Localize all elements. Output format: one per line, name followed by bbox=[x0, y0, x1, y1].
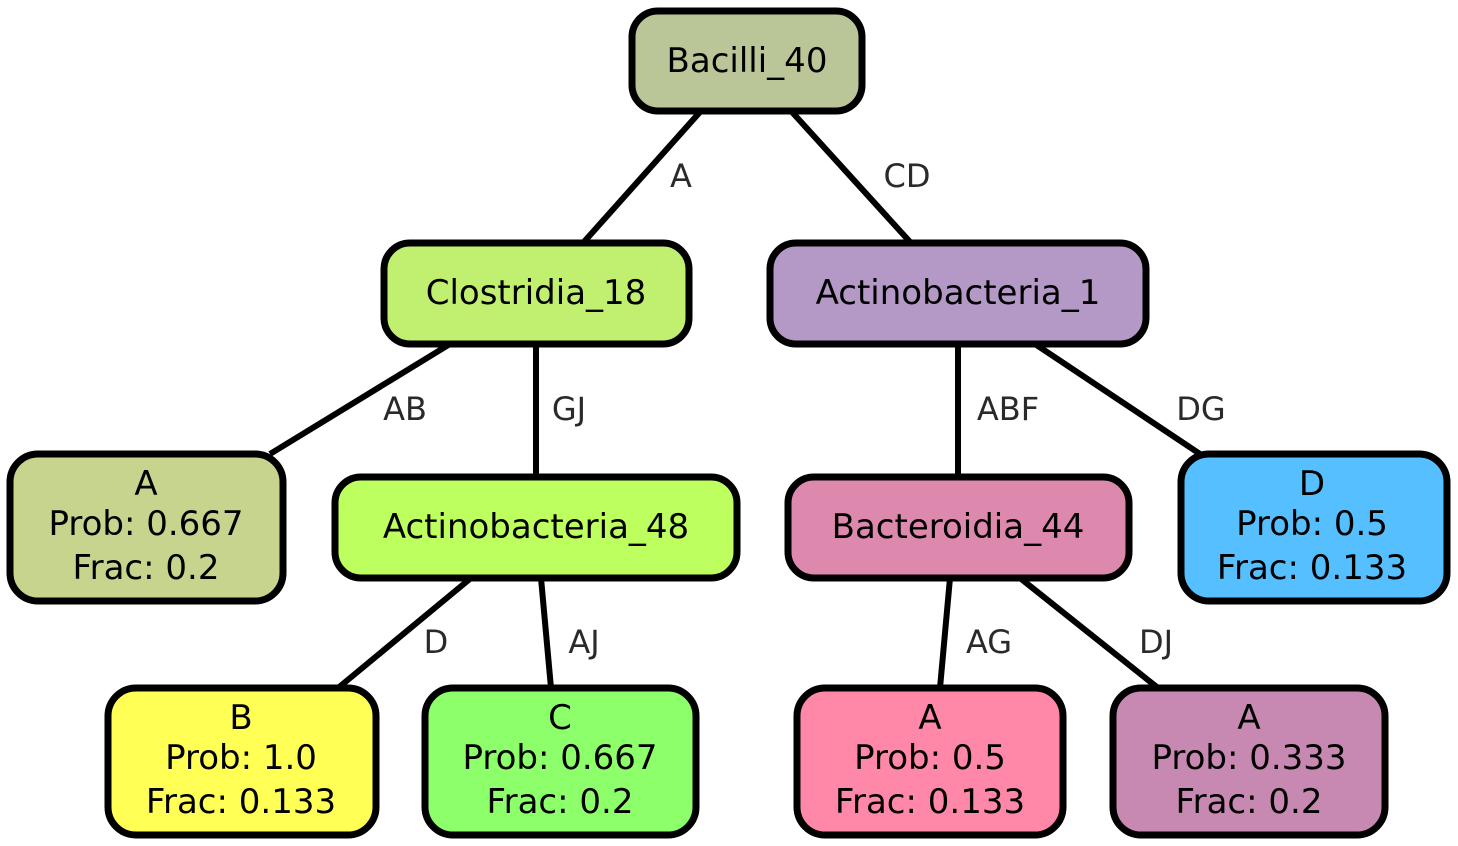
edge-label-dg: DG bbox=[1176, 390, 1225, 428]
edge-line bbox=[1018, 575, 1160, 691]
node-prob: Prob: 0.5 bbox=[854, 738, 1006, 778]
edge-bacteroidia-leaf-a-2: DJ bbox=[1018, 575, 1173, 691]
node-frac: Frac: 0.2 bbox=[73, 548, 220, 588]
node-box bbox=[1109, 684, 1389, 839]
node-prob: Prob: 0.667 bbox=[48, 504, 243, 544]
edge-label-ag: AG bbox=[966, 623, 1012, 661]
node-frac: Frac: 0.133 bbox=[835, 782, 1025, 822]
node-box bbox=[1177, 450, 1451, 605]
edge-line bbox=[1033, 341, 1202, 457]
node-actinobacteria-1: Actinobacteria_1 bbox=[766, 239, 1150, 348]
node-label: Bacteroidia_44 bbox=[832, 507, 1085, 547]
node-label: A bbox=[1237, 698, 1260, 738]
edge-label-dj: DJ bbox=[1139, 623, 1173, 661]
node-box bbox=[331, 473, 741, 582]
node-frac: Frac: 0.133 bbox=[146, 782, 336, 822]
node-prob: Prob: 0.5 bbox=[1236, 504, 1388, 544]
edge-actinobacteria-1-leaf-d: DG bbox=[1033, 341, 1226, 457]
edge-label-gj: GJ bbox=[552, 390, 586, 428]
tree-edges: A CD AB GJ ABF DG D AJ bbox=[268, 109, 1226, 691]
node-prob: Prob: 0.667 bbox=[462, 738, 657, 778]
tree-nodes: Bacilli_40 Clostridia_18 Actinobacteria_… bbox=[6, 7, 1451, 839]
node-label: A bbox=[134, 464, 157, 504]
edge-line bbox=[268, 341, 452, 457]
edge-line bbox=[789, 109, 914, 246]
node-frac: Frac: 0.2 bbox=[1176, 782, 1323, 822]
node-bacilli-40: Bacilli_40 bbox=[628, 7, 866, 115]
edge-label-cd: CD bbox=[884, 157, 931, 195]
edge-label-a: A bbox=[670, 157, 692, 195]
edge-line bbox=[580, 110, 703, 245]
node-label: C bbox=[548, 698, 572, 738]
node-prob: Prob: 1.0 bbox=[165, 738, 317, 778]
node-leaf-d: D Prob: 0.5 Frac: 0.133 bbox=[1177, 450, 1451, 605]
node-box bbox=[6, 450, 287, 605]
node-box bbox=[380, 239, 693, 348]
node-label: D bbox=[1299, 464, 1325, 504]
node-label: B bbox=[229, 698, 252, 738]
edge-line bbox=[538, 577, 554, 689]
node-actinobacteria-48: Actinobacteria_48 bbox=[331, 473, 741, 582]
edge-label-abf: ABF bbox=[977, 390, 1039, 428]
edge-line bbox=[336, 575, 473, 691]
node-box bbox=[104, 684, 380, 839]
edge-bacilli-actinobacteria-1: CD bbox=[789, 109, 931, 246]
edge-bacilli-clostridia: A bbox=[580, 110, 703, 245]
node-leaf-a-bacteroidia-2: A Prob: 0.333 Frac: 0.2 bbox=[1109, 684, 1389, 839]
node-frac: Frac: 0.2 bbox=[487, 782, 634, 822]
node-leaf-b: B Prob: 1.0 Frac: 0.133 bbox=[104, 684, 380, 839]
node-label: Actinobacteria_48 bbox=[383, 507, 689, 547]
node-prob: Prob: 0.333 bbox=[1151, 738, 1346, 778]
node-box bbox=[766, 239, 1150, 348]
node-label: Bacilli_40 bbox=[667, 41, 828, 81]
node-leaf-c: C Prob: 0.667 Frac: 0.2 bbox=[421, 684, 700, 839]
edge-label-ab: AB bbox=[383, 390, 427, 428]
node-box bbox=[784, 473, 1133, 582]
node-box bbox=[793, 684, 1067, 839]
edge-actinobacteria-48-leaf-b: D bbox=[336, 575, 473, 691]
node-label: Clostridia_18 bbox=[426, 273, 647, 313]
node-frac: Frac: 0.133 bbox=[1217, 548, 1407, 588]
edge-clostridia-leaf-a: AB bbox=[268, 341, 452, 457]
node-clostridia-18: Clostridia_18 bbox=[380, 239, 693, 348]
node-label: Actinobacteria_1 bbox=[816, 273, 1101, 313]
node-leaf-a-bacteroidia-1: A Prob: 0.5 Frac: 0.133 bbox=[793, 684, 1067, 839]
node-box bbox=[628, 7, 866, 115]
edge-line bbox=[937, 577, 953, 689]
node-bacteroidia-44: Bacteroidia_44 bbox=[784, 473, 1133, 582]
node-leaf-a-clostridia: A Prob: 0.667 Frac: 0.2 bbox=[6, 450, 287, 605]
node-label: A bbox=[918, 698, 941, 738]
node-box bbox=[421, 684, 700, 839]
edge-bacteroidia-leaf-a-1: AG bbox=[937, 577, 1012, 689]
edge-label-d: D bbox=[424, 623, 449, 661]
edge-actinobacteria-1-bacteroidia: ABF bbox=[955, 344, 1039, 477]
edge-actinobacteria-48-leaf-c: AJ bbox=[538, 577, 600, 689]
edge-clostridia-actinobacteria-48: GJ bbox=[533, 344, 586, 477]
edge-label-aj: AJ bbox=[568, 623, 599, 661]
